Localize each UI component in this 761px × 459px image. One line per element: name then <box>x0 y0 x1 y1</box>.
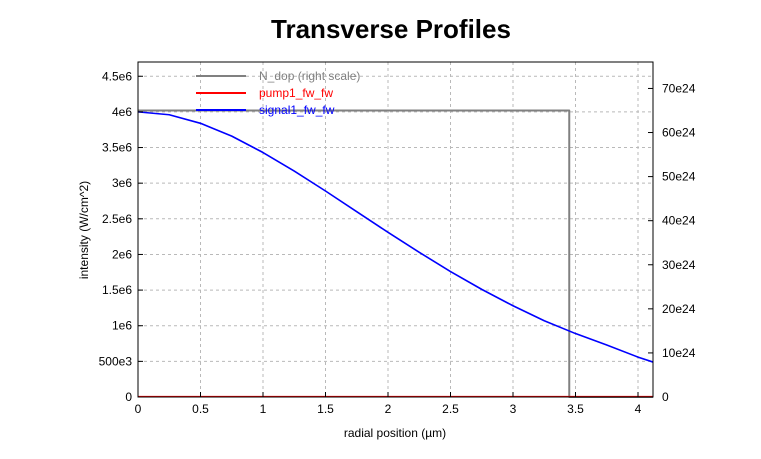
y-tick-label: 1e6 <box>112 319 132 333</box>
x-tick-label: 3.5 <box>567 402 584 416</box>
legend-label: pump1_fw_fw <box>259 86 333 100</box>
x-tick-label: 3 <box>510 402 517 416</box>
y2-tick-label: 50e24 <box>662 170 696 184</box>
y2-tick-label: 70e24 <box>662 81 696 95</box>
y-axis-label: intensity (W/cm^2) <box>77 181 91 279</box>
series-line-2 <box>137 111 654 363</box>
x-tick-label: 1.5 <box>317 402 334 416</box>
legend-label: N_dop (right scale) <box>259 69 360 83</box>
y-tick-label: 1.5e6 <box>102 283 132 297</box>
x-tick-label: 2 <box>385 402 392 416</box>
y2-tick-label: 60e24 <box>662 126 696 140</box>
x-tick-label: 4 <box>635 402 642 416</box>
y-tick-label: 4e6 <box>112 105 132 119</box>
y2-tick-label: 30e24 <box>662 258 696 272</box>
y2-tick-label: 0 <box>662 390 669 404</box>
y2-tick-label: 20e24 <box>662 302 696 316</box>
y-tick-label: 4.5e6 <box>102 69 132 83</box>
y-tick-label: 3.5e6 <box>102 141 132 155</box>
axis-ticks: 0 0.5 1 1.5 2 2.5 3 3.5 4 0 500e3 1e6 1.5e6 2e6 2.5e6 3… <box>99 69 696 416</box>
x-axis-label: radial position (µm) <box>344 426 446 440</box>
grid <box>138 62 653 397</box>
y-tick-label: 2e6 <box>112 247 132 261</box>
chart-title: Transverse Profiles <box>271 14 511 44</box>
y-tick-label: 2.5e6 <box>102 212 132 226</box>
x-tick-label: 2.5 <box>442 402 459 416</box>
y-tick-label: 500e3 <box>99 354 133 368</box>
y-tick-label: 3e6 <box>112 176 132 190</box>
x-tick-label: 0.5 <box>192 402 209 416</box>
legend-label: signal1_fw_fw <box>259 103 335 117</box>
x-tick-label: 1 <box>260 402 267 416</box>
legend: N_dop (right scale) pump1_fw_fw signal1_fw… <box>196 69 360 117</box>
x-tick-label: 0 <box>135 402 142 416</box>
plot-frame <box>137 61 654 398</box>
y2-tick-label: 40e24 <box>662 214 696 228</box>
y2-tick-label: 10e24 <box>662 346 696 360</box>
y-tick-label: 0 <box>125 390 132 404</box>
